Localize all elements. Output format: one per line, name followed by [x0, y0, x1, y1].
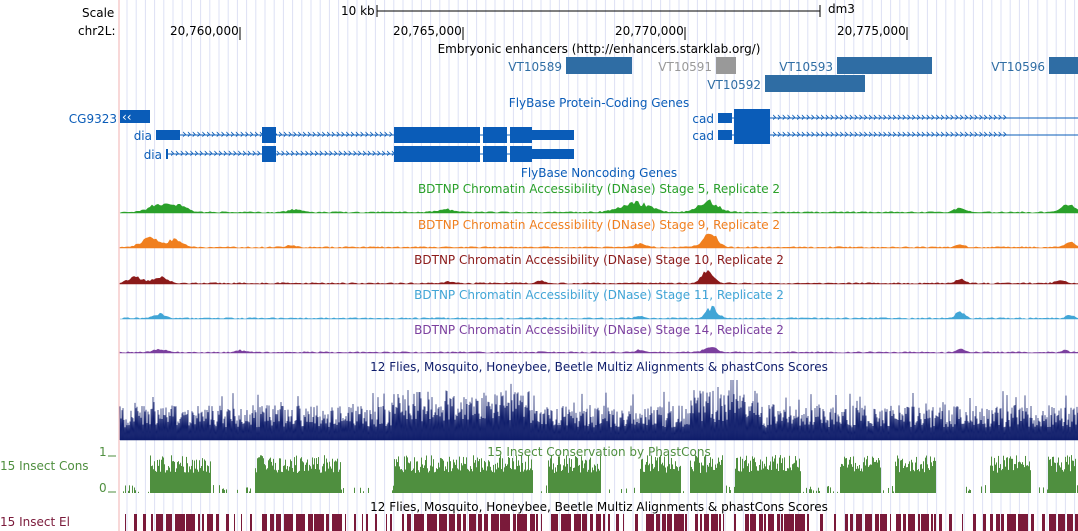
- position-label: 20,770,000: [615, 24, 684, 38]
- scale-label: Scale: [82, 6, 114, 20]
- scale-bar-label: 10 kb: [341, 4, 375, 18]
- track-title: 15 Insect Conservation by PhastCons: [487, 445, 710, 459]
- assembly-label: dm3: [828, 2, 855, 16]
- track-title: BDTNP Chromatin Accessibility (DNase) St…: [414, 323, 784, 337]
- dnase-stage14-track[interactable]: BDTNP Chromatin Accessibility (DNase) St…: [119, 323, 1078, 354]
- side-label[interactable]: 15 Insect El: [0, 515, 70, 529]
- gene-label[interactable]: cad: [692, 129, 714, 143]
- gene-dia-2[interactable]: ››››››››››››››››››››››››››››››››››››››››…: [166, 146, 574, 162]
- track-title: 12 Flies, Mosquito, Honeybee, Beetle Mul…: [370, 500, 828, 514]
- enhancer-label[interactable]: VT10589: [508, 60, 562, 74]
- track-title: BDTNP Chromatin Accessibility (DNase) St…: [414, 253, 784, 267]
- enhancer-label[interactable]: VT10591: [658, 60, 712, 74]
- enhancer-feature[interactable]: [837, 57, 932, 74]
- gene-label[interactable]: dia: [134, 129, 152, 143]
- position-label: 20,775,000: [837, 24, 906, 38]
- side-label[interactable]: 15 Insect Cons: [0, 459, 89, 473]
- dnase-stage11-track[interactable]: BDTNP Chromatin Accessibility (DNase) St…: [120, 288, 1078, 320]
- grid-lines: [126, 0, 1076, 531]
- axis-max-label: 1: [99, 445, 107, 459]
- signal-area: [120, 305, 1078, 320]
- dnase-stage9-track[interactable]: BDTNP Chromatin Accessibility (DNase) St…: [119, 218, 1078, 249]
- track-title: BDTNP Chromatin Accessibility (DNase) St…: [418, 182, 780, 196]
- phastcons-bars: [123, 455, 1078, 493]
- track-title: BDTNP Chromatin Accessibility (DNase) St…: [414, 288, 784, 302]
- position-label: 20,760,000: [170, 24, 239, 38]
- track-title: Embryonic enhancers (http://enhancers.st…: [438, 42, 761, 56]
- chevron-left-icon: ‹‹: [122, 110, 132, 124]
- dnase-stage5-track[interactable]: BDTNP Chromatin Accessibility (DNase) St…: [119, 182, 1078, 214]
- axis-min-label: 0: [99, 481, 107, 495]
- gene-cad-1[interactable]: ››››››››››››››››››››››››››››››››››››››››…: [718, 109, 1078, 127]
- gene-cg9323[interactable]: [120, 110, 150, 123]
- enhancer-label[interactable]: VT10593: [779, 60, 833, 74]
- ruler-track[interactable]: Scale chr2L: 10 kb dm3 20,760,000 20,765…: [78, 2, 908, 40]
- gene-cad-2[interactable]: ››››››››››››››››››››››››››››››››››››››››…: [718, 126, 1078, 144]
- signal-area: [119, 347, 1078, 354]
- multiz-signal: [119, 379, 1078, 441]
- dnase-stage10-track[interactable]: BDTNP Chromatin Accessibility (DNase) St…: [119, 253, 1078, 285]
- strand-arrow-icon: ››››››››››››››››››››››››››››››››››››››››…: [772, 127, 1007, 141]
- track-title: FlyBase Protein-Coding Genes: [509, 96, 689, 110]
- track-title: 12 Flies, Mosquito, Honeybee, Beetle Mul…: [370, 360, 828, 374]
- flybase-coding-track[interactable]: FlyBase Protein-Coding Genes CG9323 ‹‹ d…: [69, 96, 1078, 162]
- conserved-elements-track[interactable]: 12 Flies, Mosquito, Honeybee, Beetle Mul…: [0, 500, 1078, 531]
- position-label: 20,765,000: [393, 24, 462, 38]
- enhancer-feature[interactable]: [716, 57, 736, 74]
- signal-area: [119, 199, 1078, 214]
- enhancer-feature[interactable]: [765, 75, 865, 92]
- enhancers-track[interactable]: Embryonic enhancers (http://enhancers.st…: [438, 42, 1078, 92]
- signal-area: [119, 233, 1078, 249]
- enhancer-label[interactable]: VT10596: [991, 60, 1045, 74]
- enhancer-label[interactable]: VT10592: [707, 78, 761, 92]
- enhancer-feature[interactable]: [1049, 57, 1078, 74]
- multiz-track[interactable]: 12 Flies, Mosquito, Honeybee, Beetle Mul…: [119, 360, 1078, 441]
- gene-dia-1[interactable]: ››››››››››››››››››››››››››››››››››››››››…: [156, 127, 574, 143]
- signal-area: [119, 270, 1078, 285]
- flybase-noncoding-title: FlyBase Noncoding Genes: [521, 166, 677, 180]
- track-title: BDTNP Chromatin Accessibility (DNase) St…: [418, 218, 780, 232]
- enhancer-feature[interactable]: [566, 57, 632, 74]
- gene-label[interactable]: cad: [692, 112, 714, 126]
- element-blocks: [125, 514, 1078, 531]
- chrom-label: chr2L:: [78, 24, 116, 38]
- phastcons-track[interactable]: 15 Insect Conservation by PhastCons 15 I…: [0, 445, 1078, 495]
- gene-label[interactable]: CG9323: [69, 112, 117, 126]
- gene-label[interactable]: dia: [144, 148, 162, 162]
- strand-arrow-icon: ››››››››››››››››››››››››››››››››››››››››…: [772, 110, 1007, 124]
